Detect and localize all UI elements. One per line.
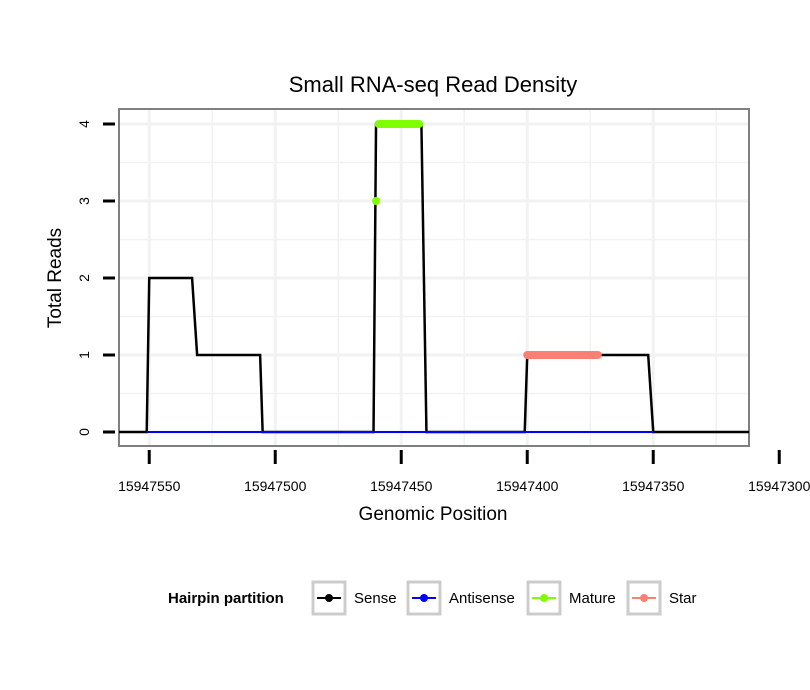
legend-label: Star — [669, 590, 697, 607]
series-layer — [119, 120, 749, 434]
legend-label: Sense — [354, 590, 397, 607]
y-tick-label: 1 — [76, 351, 92, 359]
x-tick-label: 15947400 — [496, 478, 559, 494]
x-axis-title: Genomic Position — [359, 504, 508, 525]
x-tick-label: 15947350 — [622, 478, 685, 494]
legend-item-star: Star — [626, 580, 697, 616]
legend: Hairpin partition Sense Antisense Mature St… — [168, 580, 697, 616]
legend-label: Antisense — [449, 590, 515, 607]
y-axis: 0 1 2 3 4 — [76, 120, 115, 436]
x-tick-label: 15947550 — [118, 478, 181, 494]
grid — [119, 109, 749, 446]
chart-title: Small RNA-seq Read Density — [289, 72, 578, 97]
legend-item-antisense: Antisense — [406, 580, 515, 616]
legend-key-dot — [540, 594, 548, 602]
legend-title: Hairpin partition — [168, 590, 284, 607]
series-mature-point — [372, 197, 381, 205]
y-axis-title: Total Reads — [45, 228, 66, 328]
x-tick-label: 15947500 — [244, 478, 307, 494]
x-axis: 15947550 15947500 15947450 15947400 15947350… — [118, 450, 810, 494]
y-tick-label: 3 — [76, 197, 92, 205]
legend-key-dot — [640, 594, 648, 602]
x-tick-label: 15947300 — [748, 478, 810, 494]
x-tick-label: 15947450 — [370, 478, 433, 494]
legend-item-sense: Sense — [311, 580, 397, 616]
legend-item-mature: Mature — [526, 580, 616, 616]
legend-key-dot — [420, 594, 428, 602]
plot-border — [118, 108, 750, 447]
y-tick-label: 4 — [76, 120, 92, 128]
y-tick-label: 0 — [76, 428, 92, 436]
y-tick-label: 2 — [76, 274, 92, 282]
legend-label: Mature — [569, 590, 616, 607]
legend-key-dot — [325, 594, 333, 602]
